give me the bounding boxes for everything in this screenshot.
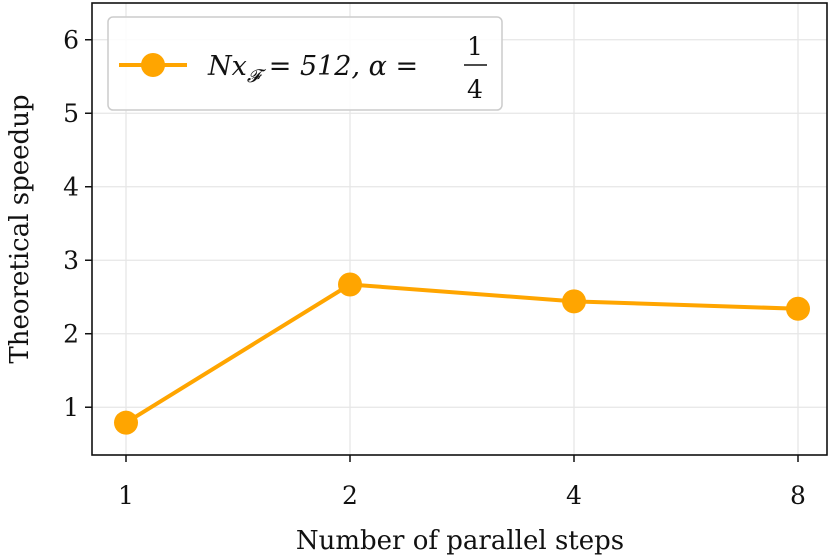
series-group bbox=[114, 272, 810, 435]
data-point-2 bbox=[338, 272, 362, 297]
x-ticks: 1 2 4 8 bbox=[118, 455, 806, 510]
y-axis-label: Theoretical speedup bbox=[5, 94, 35, 363]
x-axis-label: Number of parallel steps bbox=[296, 526, 624, 556]
y-tick-label-1: 1 bbox=[63, 393, 79, 422]
legend-lhs: Nx bbox=[207, 51, 247, 82]
x-tick-label-2: 2 bbox=[342, 481, 358, 510]
legend-fraction-numerator: 1 bbox=[467, 32, 483, 61]
y-tick-label-6: 6 bbox=[63, 26, 79, 55]
legend-marker-sample bbox=[141, 53, 165, 77]
plot-frame bbox=[91, 2, 828, 456]
legend-fraction-denominator: 4 bbox=[467, 75, 483, 104]
x-tick-label-1: 1 bbox=[118, 481, 134, 510]
legend-box bbox=[107, 16, 503, 111]
y-tick-label-3: 3 bbox=[63, 246, 79, 275]
x-tick-label-4: 4 bbox=[566, 481, 582, 510]
y-tick-label-4: 4 bbox=[63, 173, 79, 202]
legend-label: Nx𝓕 = 512, α = bbox=[207, 51, 418, 87]
legend: Nx𝓕 = 512, α = 1 4 bbox=[107, 16, 503, 111]
data-point-8 bbox=[786, 296, 810, 321]
y-ticks: 1 2 3 4 5 6 bbox=[63, 26, 92, 422]
data-point-1 bbox=[114, 410, 138, 435]
series-line-0 bbox=[124, 282, 800, 425]
y-tick-label-2: 2 bbox=[63, 320, 79, 349]
y-tick-label-5: 5 bbox=[63, 99, 79, 128]
legend-middle: = 512, α = bbox=[260, 51, 418, 82]
x-tick-label-8: 8 bbox=[790, 481, 806, 510]
data-point-4 bbox=[562, 289, 586, 314]
